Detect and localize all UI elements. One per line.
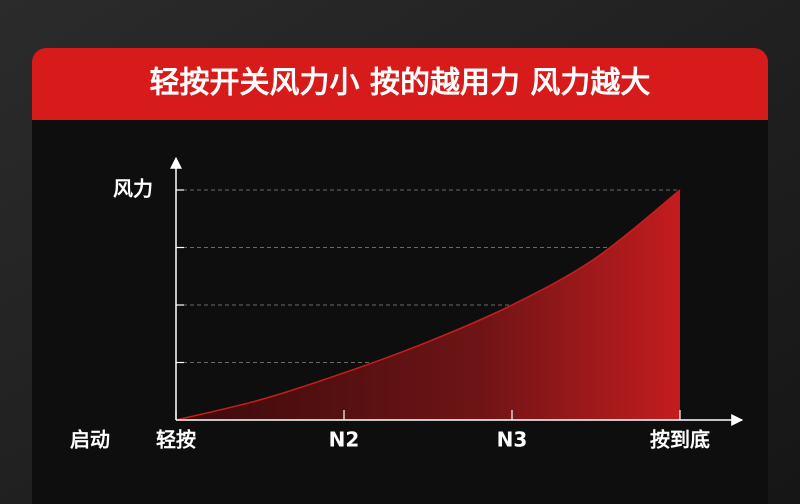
header-band bbox=[32, 48, 768, 120]
x-tick-label: 轻按 bbox=[156, 428, 196, 452]
area-edge bbox=[175, 189, 681, 421]
x-tick-label: N3 bbox=[497, 428, 528, 452]
plot bbox=[175, 189, 681, 421]
chart-title: 轻按开关风力小 按的越用力 风力越大 bbox=[150, 66, 651, 101]
area bbox=[176, 190, 680, 420]
x-tick-label: N2 bbox=[329, 428, 360, 452]
x-tick-label: 按到底 bbox=[650, 428, 710, 452]
origin-label: 启动 bbox=[70, 428, 110, 452]
y-axis-label: 风力 bbox=[113, 177, 153, 201]
